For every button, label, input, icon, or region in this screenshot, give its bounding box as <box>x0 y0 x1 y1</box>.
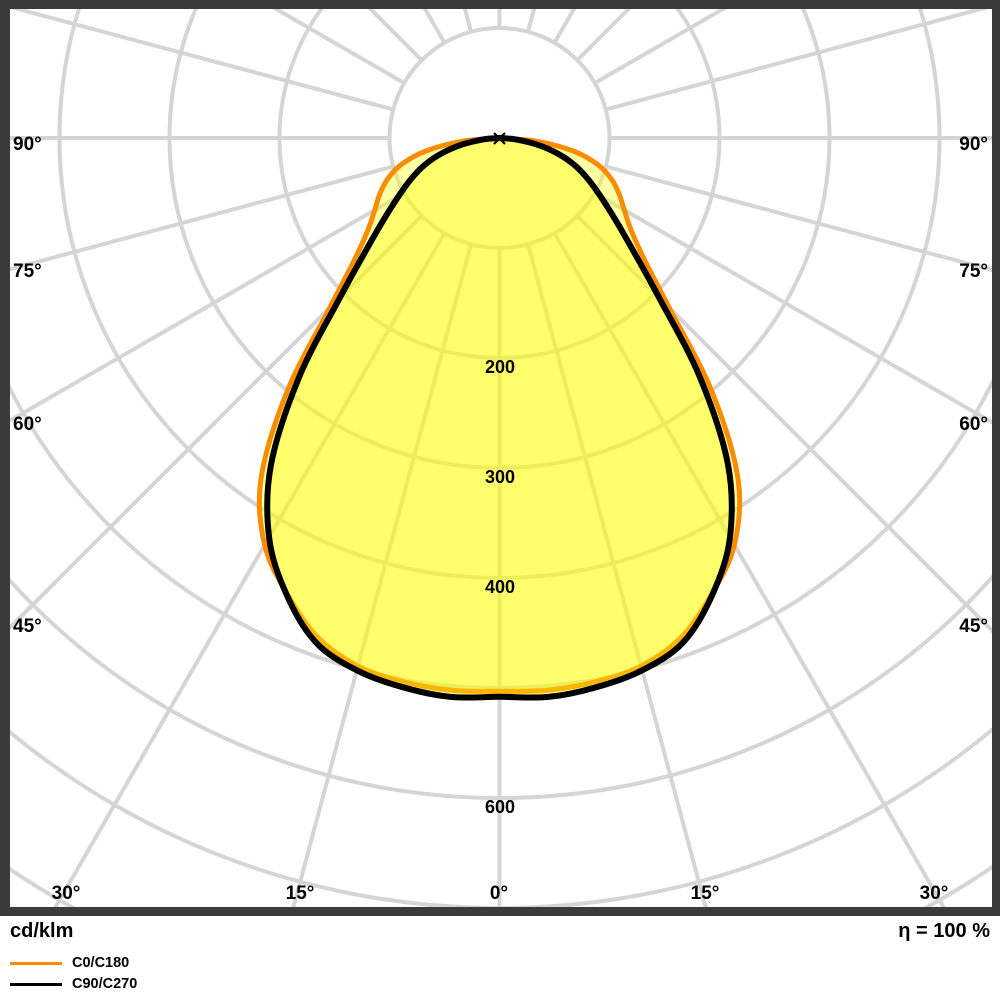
angle-label-right-60: 60° <box>959 414 988 435</box>
angle-label-right-90: 90° <box>959 134 988 155</box>
efficiency-label: η = 100 % <box>898 920 990 942</box>
grid-spoke-60 <box>593 191 992 425</box>
frame-bottom <box>0 907 1000 916</box>
ring-label-400: 400 <box>485 577 515 597</box>
grid-spoke-255 <box>10 9 394 112</box>
grid-spoke-285 <box>10 164 394 272</box>
ring-label-600: 600 <box>485 797 515 817</box>
grid-spoke-315 <box>10 214 424 631</box>
angle-label-left-75: 75° <box>13 261 42 282</box>
angle-label-right-45: 45° <box>959 616 988 637</box>
legend-line-c0-c180 <box>10 961 62 965</box>
ring-label-200: 200 <box>485 357 515 377</box>
frame-top <box>0 0 1000 9</box>
ring-label-300: 300 <box>485 467 515 487</box>
angle-label-bottom-1: 15° <box>286 883 315 904</box>
grid-spoke-30 <box>552 232 946 907</box>
grid-spoke-15 <box>526 243 708 907</box>
legend-item-c0-c180: C0/C180 <box>10 955 129 971</box>
polar-chart: 200 300 400 600 90° 75° 60° 45° 90° 75° 60° 45° 30° 1… <box>0 0 1000 917</box>
frame-left <box>0 0 10 916</box>
legend-item-c90-c270: C90/C270 <box>10 976 137 992</box>
angle-label-right-75: 75° <box>959 261 988 282</box>
grid-spoke-75 <box>605 164 992 273</box>
angle-label-left-90: 90° <box>13 134 42 155</box>
angle-label-left-60: 60° <box>13 414 42 435</box>
angle-label-bottom-2: 0° <box>490 883 508 904</box>
angle-label-bottom-3: 15° <box>691 883 720 904</box>
grid-spoke-300 <box>10 191 406 423</box>
curve-c0-c180 <box>256 135 743 694</box>
polar-grid <box>10 9 992 907</box>
curve-c90-c270 <box>264 135 735 701</box>
legend-label-c0-c180: C0/C180 <box>72 955 130 971</box>
grid-spoke-330 <box>53 232 447 907</box>
unit-label: cd/klm <box>10 920 74 942</box>
angle-label-left-45: 45° <box>13 616 42 637</box>
grid-spoke-45 <box>575 214 992 634</box>
legend-line-c90-c270 <box>10 982 62 986</box>
grid-spoke-345 <box>291 243 473 907</box>
legend-label-c90-c270: C90/C270 <box>72 976 138 992</box>
angle-label-bottom-0: 30° <box>52 883 81 904</box>
frame-right <box>992 0 1000 916</box>
grid-spoke-105 <box>605 9 989 112</box>
angle-label-bottom-4: 30° <box>920 883 949 904</box>
curve-origin-cross-marker <box>493 132 506 145</box>
